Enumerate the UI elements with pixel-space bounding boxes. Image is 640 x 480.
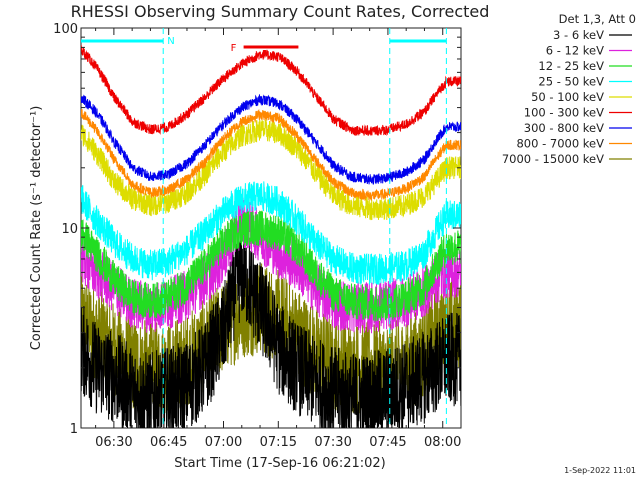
y-tick-label-0: 1 (70, 422, 78, 437)
series-12-25-kev (81, 210, 461, 322)
series-100-300-kev (81, 45, 461, 136)
legend-header: Det 1,3, Att 0 (559, 12, 636, 26)
chart-title: RHESSI Observing Summary Count Rates, Co… (71, 2, 490, 21)
x-tick-label-5: 07:45 (369, 435, 406, 450)
y-axis-label: Corrected Count Rate (s⁻¹ detector⁻¹) (29, 106, 44, 351)
marker-layer: NF (81, 28, 447, 428)
flare-label: F (231, 43, 237, 54)
legend-label-1: 6 - 12 keV (546, 44, 604, 58)
legend-label-6: 300 - 800 keV (524, 121, 604, 135)
x-tick-label-0: 06:30 (95, 435, 132, 450)
legend-label-5: 100 - 300 keV (524, 106, 604, 120)
series-line (81, 181, 461, 285)
legend-label-7: 800 - 7000 keV (516, 137, 604, 151)
render-timestamp: 1-Sep-2022 11:01 (564, 466, 636, 475)
series-line (81, 229, 461, 428)
x-tick-label-2: 07:00 (205, 435, 242, 450)
legend-label-2: 12 - 25 keV (538, 59, 604, 73)
series-line (81, 210, 461, 322)
series-50-100-kev (81, 119, 461, 221)
legend-label-0: 3 - 6 keV (553, 28, 604, 42)
series-25-50-kev (81, 181, 461, 285)
tick-layer: 06:30 06:45 07:00 07:15 07:30 07:45 08:00 1 10 10… (53, 22, 461, 450)
series-line (81, 108, 461, 201)
y-tick-label-1: 10 (61, 222, 78, 237)
series-line (81, 94, 461, 185)
series-line (81, 119, 461, 221)
series-300-800-kev (81, 94, 461, 185)
x-tick-label-4: 07:30 (314, 435, 351, 450)
x-tick-label-6: 08:00 (424, 435, 461, 450)
series-line (81, 45, 461, 136)
y-tick-label-2: 100 (53, 22, 78, 37)
x-tick-label-1: 06:45 (150, 435, 187, 450)
x-tick-label-3: 07:15 (260, 435, 297, 450)
legend-label-3: 25 - 50 keV (538, 75, 604, 89)
night-label: N (167, 36, 174, 47)
series-layer (81, 45, 461, 428)
series-3-6-kev (81, 229, 461, 428)
x-axis-label: Start Time (17-Sep-16 06:21:02) (174, 456, 385, 471)
series-800-7000-kev (81, 108, 461, 201)
legend-label-4: 50 - 100 keV (531, 90, 604, 104)
legend-label-8: 7000 - 15000 keV (502, 152, 604, 166)
